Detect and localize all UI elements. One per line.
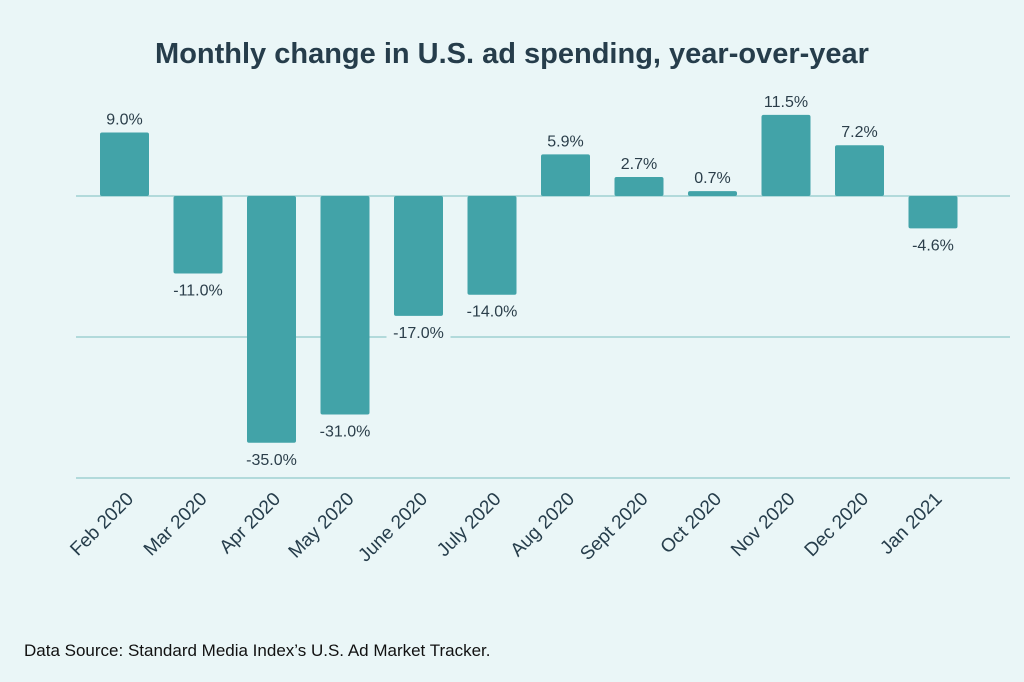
x-tick-label: June 2020 xyxy=(354,489,432,567)
data-label: -17.0% xyxy=(393,325,444,342)
chart-title: Monthly change in U.S. ad spending, year… xyxy=(155,38,869,70)
data-label-background xyxy=(460,300,524,322)
data-label: -4.6% xyxy=(912,237,954,254)
data-label-background xyxy=(901,234,965,256)
data-label: -35.0% xyxy=(246,452,297,469)
data-label: -14.0% xyxy=(467,304,518,321)
bar xyxy=(761,114,811,196)
x-tick-label: Dec 2020 xyxy=(801,489,873,561)
data-label-background xyxy=(239,448,304,470)
data-label: -31.0% xyxy=(320,424,371,441)
x-tick-label: Jan 2021 xyxy=(876,489,946,559)
data-label-background xyxy=(313,420,377,442)
data-label: 2.7% xyxy=(621,156,657,173)
x-tick-label: Aug 2020 xyxy=(507,489,579,561)
bar xyxy=(835,145,884,196)
data-label: 7.2% xyxy=(841,124,877,141)
bar xyxy=(320,196,370,415)
x-tick-label: July 2020 xyxy=(433,489,505,561)
x-tick-label: Sept 2020 xyxy=(576,489,652,565)
bar xyxy=(541,154,590,196)
data-label: 9.0% xyxy=(106,112,142,129)
x-tick-label: Nov 2020 xyxy=(727,489,799,561)
data-source-note: Data Source: Standard Media Index’s U.S.… xyxy=(24,641,490,660)
x-tick-label: Apr 2020 xyxy=(216,489,285,558)
bar xyxy=(467,196,517,295)
bar xyxy=(688,191,737,196)
bar xyxy=(908,196,958,229)
bar xyxy=(614,176,664,196)
bar xyxy=(173,196,223,274)
data-label: 0.7% xyxy=(694,170,730,187)
data-label: -11.0% xyxy=(173,283,223,300)
bar xyxy=(247,196,296,443)
data-label-background xyxy=(386,321,451,343)
data-label: 11.5% xyxy=(764,94,808,111)
bar xyxy=(100,132,149,196)
x-tick-label: Oct 2020 xyxy=(657,489,726,558)
data-label-background xyxy=(166,279,230,301)
x-tick-label: May 2020 xyxy=(285,489,359,563)
x-tick-label: Feb 2020 xyxy=(66,489,138,561)
bar xyxy=(394,196,443,316)
data-label: 5.9% xyxy=(547,133,583,150)
x-tick-label: Mar 2020 xyxy=(140,489,212,561)
